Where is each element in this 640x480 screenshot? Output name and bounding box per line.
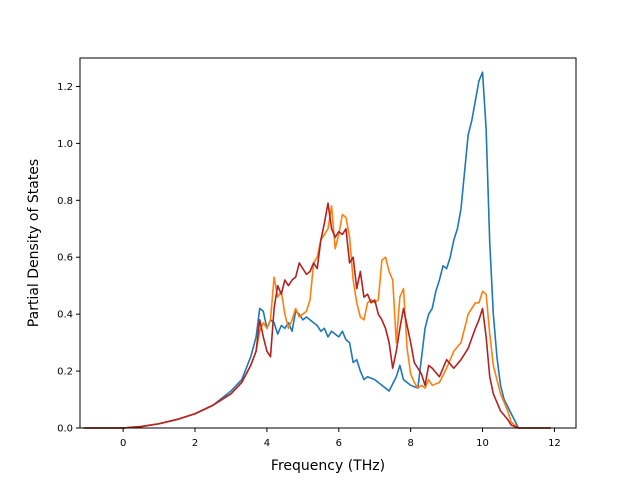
series-line-2 (83, 205, 551, 429)
series-layer (83, 71, 551, 429)
y-tick-label: 0.4 (57, 310, 73, 321)
y-tick-label: 0.8 (57, 196, 73, 207)
y-tick-label: 1.0 (57, 139, 73, 150)
x-tick-label: 12 (548, 438, 561, 449)
series-line-1 (83, 71, 551, 429)
x-tick-label: 6 (336, 438, 342, 449)
x-tick-label: 2 (192, 438, 198, 449)
y-tick-label: 0.6 (57, 253, 73, 264)
x-axis-label: Frequency (THz) (271, 458, 385, 474)
y-tick-label: 0.0 (57, 424, 73, 435)
y-axis-label: Partial Density of States (26, 159, 42, 327)
x-tick-label: 10 (476, 438, 489, 449)
axes-frame (79, 57, 577, 429)
y-tick-label: 0.2 (57, 367, 73, 378)
y-axis-ticks: 0.0 0.2 0.4 0.6 0.8 1.0 1.2 (57, 82, 80, 435)
x-axis-ticks: 0 2 4 6 8 10 12 (120, 428, 561, 449)
x-tick-label: 4 (264, 438, 270, 449)
y-tick-label: 1.2 (57, 82, 73, 93)
x-tick-label: 8 (407, 438, 413, 449)
x-tick-label: 0 (120, 438, 126, 449)
series-line-3 (83, 202, 551, 429)
